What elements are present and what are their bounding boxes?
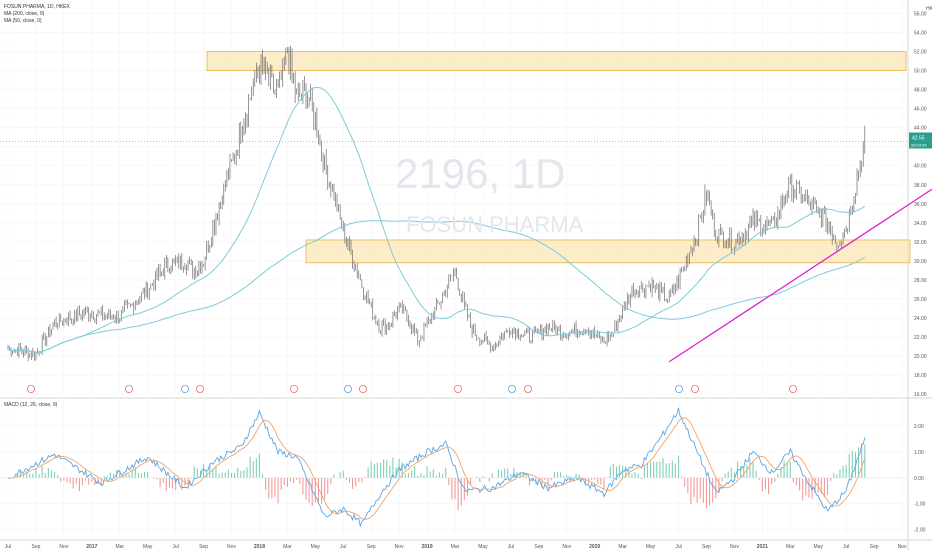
price-zone bbox=[305, 239, 911, 264]
macd-tick-label: -1.00 bbox=[914, 502, 926, 508]
price-tick-label: 24.00 bbox=[914, 316, 927, 322]
price-tick-label: 44.00 bbox=[914, 126, 927, 132]
price-tick-label: 32.00 bbox=[914, 240, 927, 246]
time-tick-label: 2017 bbox=[86, 544, 97, 550]
time-tick-label: Mar bbox=[451, 544, 460, 550]
time-tick-label: Nov bbox=[395, 544, 404, 550]
last-price-countdown: 28:03:34 bbox=[911, 142, 927, 147]
event-marker-icon[interactable] bbox=[507, 384, 516, 393]
ma200-line bbox=[7, 220, 866, 353]
time-tick-label: Mar bbox=[283, 544, 292, 550]
price-tick-label: 16.00 bbox=[914, 392, 927, 398]
time-tick-label: May bbox=[143, 544, 153, 550]
price-tick-label: 28.00 bbox=[914, 278, 927, 284]
time-tick-label: May bbox=[646, 544, 656, 550]
event-marker-icon[interactable] bbox=[125, 384, 134, 393]
event-marker-icon[interactable] bbox=[26, 384, 35, 393]
price-tick-label: 50.00 bbox=[914, 69, 927, 75]
price-tick-label: 56.00 bbox=[914, 12, 927, 18]
price-zone bbox=[206, 51, 907, 72]
time-tick-label: Jul bbox=[675, 544, 681, 550]
event-marker-icon[interactable] bbox=[675, 384, 684, 393]
event-marker-icon[interactable] bbox=[343, 384, 352, 393]
price-zones bbox=[206, 51, 911, 264]
event-marker-icon[interactable] bbox=[289, 384, 298, 393]
time-tick-label: 2021 bbox=[757, 544, 768, 550]
price-tick-label: 22.00 bbox=[914, 335, 927, 341]
price-tick-label: 38.00 bbox=[914, 183, 927, 189]
price-tick-label: 30.00 bbox=[914, 259, 927, 265]
price-tick-label: 18.00 bbox=[914, 373, 927, 379]
macd-legend: MACD (12, 26, close, 9) bbox=[4, 402, 58, 408]
moving-averages bbox=[7, 86, 866, 353]
symbol-title: FOSUN PHARMA, 1D, HKEX bbox=[4, 4, 70, 10]
time-tick-label: Mar bbox=[618, 544, 627, 550]
last-price-badge bbox=[909, 132, 932, 149]
time-tick-label: Nov bbox=[898, 544, 907, 550]
event-marker-icon[interactable] bbox=[453, 384, 462, 393]
time-tick-label: Nov bbox=[730, 544, 739, 550]
time-tick-label: Jul bbox=[508, 544, 514, 550]
ma50-line bbox=[7, 86, 866, 353]
macd-pane bbox=[0, 407, 908, 528]
time-tick-label: Jul bbox=[340, 544, 346, 550]
signal-line bbox=[7, 417, 866, 520]
macd-tick-label: 2.00 bbox=[914, 424, 924, 430]
price-tick-label: 20.00 bbox=[914, 354, 927, 360]
time-tick-label: Nov bbox=[227, 544, 236, 550]
ma50-legend: MA (50, close, 0) bbox=[4, 18, 42, 24]
event-marker-icon[interactable] bbox=[195, 384, 204, 393]
macd-tick-label: 0.00 bbox=[914, 476, 924, 482]
time-tick-label: Nov bbox=[562, 544, 571, 550]
time-tick-label: Jul bbox=[5, 544, 11, 550]
name-watermark: FOSUN PHARMA bbox=[406, 212, 584, 237]
event-marker-icon[interactable] bbox=[789, 384, 798, 393]
event-marker-icon[interactable] bbox=[691, 384, 700, 393]
time-tick-label: Sep bbox=[702, 544, 711, 550]
candlestick-series bbox=[7, 45, 866, 362]
price-tick-label: 52.00 bbox=[914, 50, 927, 56]
ticker-watermark: 2196, 1D bbox=[395, 150, 566, 197]
time-tick-label: Mar bbox=[115, 544, 124, 550]
currency-label: HKD bbox=[926, 6, 932, 12]
time-tick-label: Sep bbox=[199, 544, 208, 550]
time-tick-label: May bbox=[311, 544, 321, 550]
event-markers bbox=[26, 384, 798, 393]
price-tick-label: 40.00 bbox=[914, 164, 927, 170]
time-tick-label: 2019 bbox=[422, 544, 433, 550]
time-tick-label: Sep bbox=[534, 544, 543, 550]
time-tick-label: Mar bbox=[786, 544, 795, 550]
time-tick-label: May bbox=[478, 544, 488, 550]
price-tick-label: 54.00 bbox=[914, 31, 927, 37]
time-tick-label: Sep bbox=[367, 544, 376, 550]
price-tick-label: 26.00 bbox=[914, 297, 927, 303]
time-tick-label: Nov bbox=[59, 544, 68, 550]
last-price-value: 42.55 bbox=[912, 135, 925, 141]
macd-tick-label: 1.00 bbox=[914, 450, 924, 456]
ma200-legend: MA (200, close, 0) bbox=[4, 11, 45, 17]
trendline-layer bbox=[668, 188, 932, 363]
event-marker-icon[interactable] bbox=[180, 384, 189, 393]
time-tick-label: 2018 bbox=[254, 544, 265, 550]
event-marker-icon[interactable] bbox=[358, 384, 367, 393]
price-tick-label: 48.00 bbox=[914, 88, 927, 94]
axes: 56.0054.0052.0050.0048.0046.0044.0042.00… bbox=[0, 6, 932, 550]
time-tick-label: Sep bbox=[870, 544, 879, 550]
price-tick-label: 46.00 bbox=[914, 107, 927, 113]
time-tick-label: May bbox=[813, 544, 823, 550]
time-tick-label: 2020 bbox=[589, 544, 600, 550]
legend: FOSUN PHARMA, 1D, HKEX MA (200, close, 0… bbox=[4, 4, 70, 25]
event-marker-icon[interactable] bbox=[524, 384, 533, 393]
time-tick-label: Jul bbox=[172, 544, 178, 550]
price-tick-label: 34.00 bbox=[914, 221, 927, 227]
price-tick-label: 36.00 bbox=[914, 202, 927, 208]
time-tick-label: Jul bbox=[843, 544, 849, 550]
time-tick-label: Sep bbox=[31, 544, 40, 550]
trendline bbox=[668, 188, 932, 363]
macd-tick-label: -2.00 bbox=[914, 528, 926, 534]
